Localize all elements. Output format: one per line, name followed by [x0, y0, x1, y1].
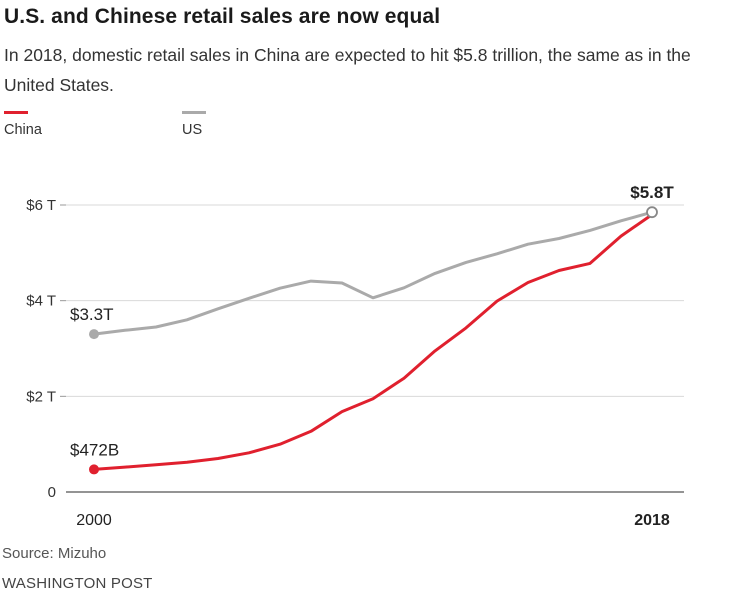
source-note: Source: Mizuho: [2, 545, 107, 562]
y-tick-label: 0: [48, 484, 56, 501]
legend-swatch-china: [4, 111, 28, 114]
x-tick-label: 2000: [76, 512, 112, 529]
series-line-us: [92, 210, 654, 336]
legend-label-us: US: [182, 122, 203, 138]
data-label: $3.3T: [70, 305, 113, 324]
series-line-china: [92, 213, 654, 471]
legend-swatch-us: [182, 111, 206, 114]
publisher-credit: WASHINGTON POST: [2, 575, 153, 592]
data-label: $472B: [70, 440, 119, 459]
legend-label-china: China: [4, 122, 42, 138]
start-point-china: [89, 464, 99, 475]
x-tick-label: 2018: [634, 512, 670, 529]
y-tick-label: $6 T: [26, 197, 56, 214]
y-tick-label: $2 T: [26, 388, 56, 405]
start-point-us: [89, 329, 99, 340]
chart-title: U.S. and Chinese retail sales are now eq…: [4, 5, 441, 28]
data-label: $5.8T: [630, 183, 674, 202]
chart-subtitle: In 2018, domestic retail sales in China …: [4, 45, 691, 95]
end-point-2018: [646, 206, 658, 219]
y-tick-label: $4 T: [26, 293, 56, 310]
